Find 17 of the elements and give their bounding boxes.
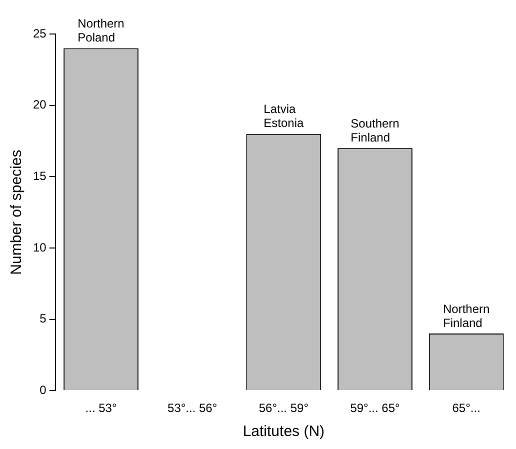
annotation: Northern Finland — [442, 302, 490, 330]
annotation: Southern Finland — [350, 116, 400, 144]
x-tick-label: ... 53° — [85, 401, 117, 416]
y-tick-label: 20 — [32, 98, 47, 112]
x-axis-title: Latitutes (N) — [242, 423, 325, 440]
y-tick-label: 10 — [32, 240, 47, 254]
x-tick-label: 65°... — [452, 401, 480, 416]
y-tick-label: 25 — [32, 26, 47, 40]
x-tick-label: 56°... 59° — [258, 401, 309, 416]
y-tick-label: 5 — [40, 312, 47, 326]
annotation: Latvia Estonia — [264, 102, 304, 130]
x-tick-label: 53°... 56° — [168, 401, 218, 416]
y-tick-label: 0 — [40, 382, 47, 397]
y-axis-title: Number of species — [8, 150, 26, 275]
y-tick-label: 15 — [32, 168, 47, 183]
x-tick-label: 59°... 65° — [350, 401, 400, 416]
annotation: Northern Poland — [78, 16, 124, 45]
